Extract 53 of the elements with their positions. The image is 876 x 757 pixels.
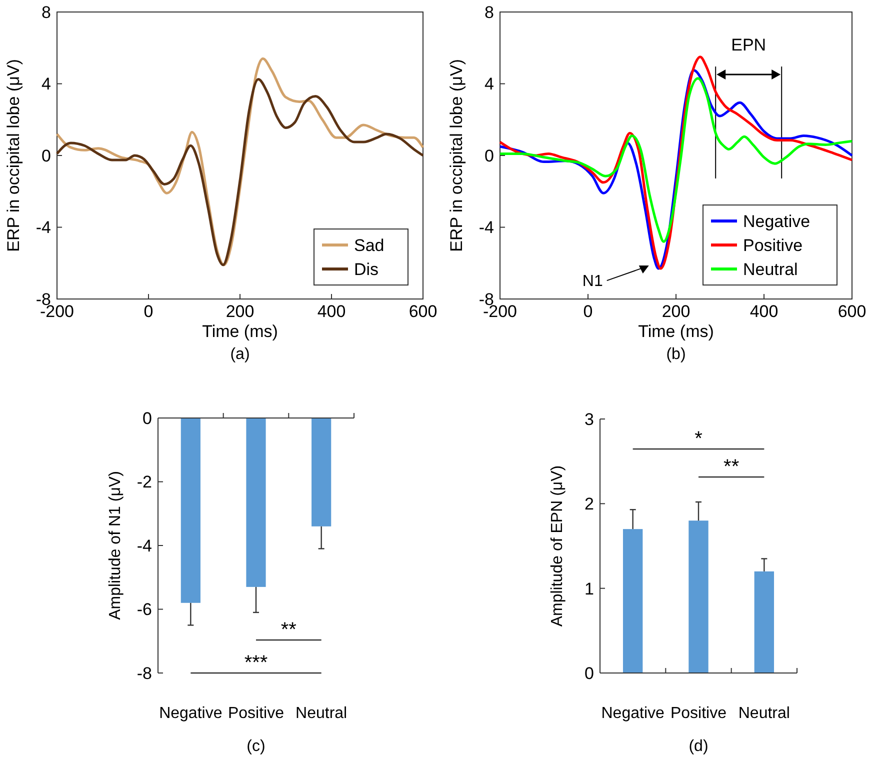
y-tick-label: 4 xyxy=(484,74,494,94)
y-tick-label: 0 xyxy=(142,408,152,428)
y-tick-label: 1 xyxy=(584,579,594,598)
x-tick-label: Positive xyxy=(228,705,284,722)
y-axis-title: ERP in occipital lobe (μV) xyxy=(4,59,23,252)
annotation: * xyxy=(694,428,703,450)
x-tick-label: Negative xyxy=(159,705,222,722)
y-tick-label: 0 xyxy=(484,146,494,166)
annotation: ** xyxy=(724,456,740,478)
x-tick-label: 200 xyxy=(226,302,254,321)
y-tick-label: -4 xyxy=(136,536,152,556)
y-tick-label: -4 xyxy=(36,218,51,238)
y-tick-label: 3 xyxy=(584,410,594,429)
annotation: EPN xyxy=(731,36,766,55)
legend-label: Negative xyxy=(743,212,810,231)
y-tick-label: -2 xyxy=(136,472,152,492)
y-tick-label: -6 xyxy=(136,600,152,620)
y-tick-label: 4 xyxy=(42,74,51,94)
y-axis-title: Amplitude of N1 (μV) xyxy=(107,471,124,620)
text: (a) xyxy=(230,346,250,363)
legend-label: Positive xyxy=(743,236,803,255)
x-tick-label: 400 xyxy=(317,302,346,321)
text: (b) xyxy=(666,346,686,363)
y-axis-title: ERP in occipital lobe (μV) xyxy=(447,59,466,252)
y-tick-label: 2 xyxy=(584,494,594,514)
x-tick-label: 400 xyxy=(750,302,778,321)
bar xyxy=(688,520,708,673)
bar xyxy=(754,571,774,673)
y-axis-title: Amplitude of EPN (μV) xyxy=(549,465,566,627)
annotation: ** xyxy=(280,619,297,641)
x-tick-label: Neutral xyxy=(738,705,790,722)
y-tick-label: 8 xyxy=(42,2,51,22)
annotation: *** xyxy=(244,652,268,674)
x-tick-label: 200 xyxy=(662,302,690,321)
y-tick-label: -4 xyxy=(478,218,494,238)
x-tick-label: 600 xyxy=(408,302,438,321)
legend-label: Sad xyxy=(354,236,384,255)
x-tick-label: Neutral xyxy=(296,705,348,722)
y-tick-label: -8 xyxy=(136,664,152,683)
bar xyxy=(622,529,643,673)
annotation: N1 xyxy=(582,273,603,290)
x-axis-title: Time (ms) xyxy=(202,322,278,341)
x-tick-label: 600 xyxy=(838,302,866,321)
legend-label: Neutral xyxy=(743,260,798,279)
y-tick-label: 0 xyxy=(42,146,51,166)
x-tick-label: Positive xyxy=(670,705,727,722)
x-tick-label: Negative xyxy=(601,705,665,722)
y-tick-label: 8 xyxy=(484,2,494,22)
legend-label: Dis xyxy=(354,260,379,279)
x-axis-title: Time (ms) xyxy=(638,322,714,341)
text: (d) xyxy=(688,738,708,755)
y-tick-label: 0 xyxy=(584,664,594,683)
text: (c) xyxy=(246,738,266,755)
